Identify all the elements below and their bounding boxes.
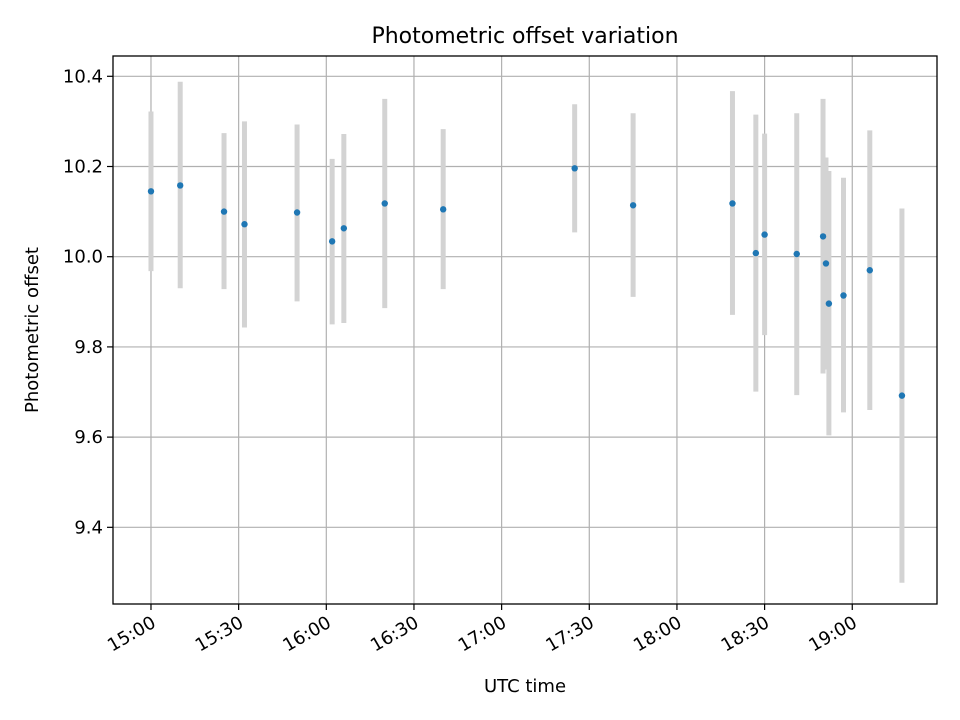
data-point xyxy=(825,300,833,307)
data-point xyxy=(340,225,348,232)
data-point xyxy=(381,200,388,207)
data-point xyxy=(819,233,827,240)
data-point xyxy=(439,206,447,213)
grid xyxy=(113,56,937,604)
y-tick-label: 9.6 xyxy=(74,427,103,448)
y-tick-label: 10.2 xyxy=(63,157,103,178)
data-point xyxy=(328,238,336,245)
data-point xyxy=(752,249,760,257)
data-point xyxy=(840,292,847,299)
y-tick-label: 9.4 xyxy=(74,517,103,538)
data-point xyxy=(866,267,873,274)
data-point xyxy=(898,392,906,399)
plot-frame xyxy=(112,55,938,605)
data-point xyxy=(177,182,184,189)
chart-title: Photometric offset variation xyxy=(371,24,678,49)
data-point xyxy=(241,221,248,228)
data-point xyxy=(761,231,768,238)
data-point xyxy=(822,260,830,267)
data-point xyxy=(629,202,637,209)
x-axis-label: UTC time xyxy=(484,676,566,697)
data-point xyxy=(729,200,736,207)
y-tick-label: 10.4 xyxy=(63,66,103,87)
data-point xyxy=(793,250,800,258)
y-tick-label: 9.8 xyxy=(74,337,103,358)
data-point xyxy=(147,188,155,195)
y-axis: 9.4 9.6 9.8 10.0 10.2 10.4 xyxy=(63,66,113,538)
data-point xyxy=(220,208,228,215)
y-axis-label: Photometric offset xyxy=(22,247,43,413)
data-points xyxy=(147,165,906,399)
data-point xyxy=(293,209,301,216)
data-point xyxy=(571,165,578,172)
y-tick-label: 10.0 xyxy=(63,247,103,268)
